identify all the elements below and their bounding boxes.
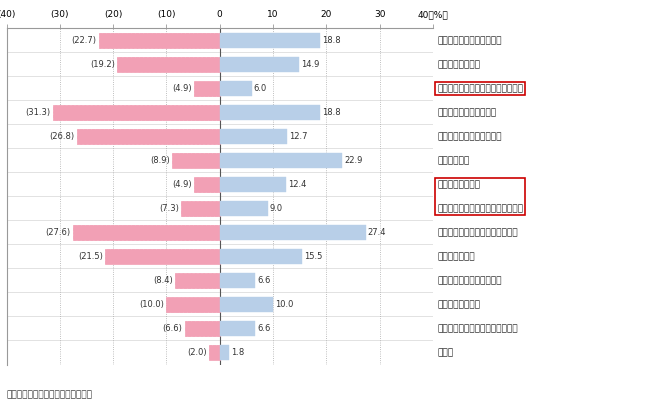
Text: (31.3): (31.3) [25,108,51,117]
Bar [220,81,252,96]
Bar [220,129,287,144]
Text: 10.0: 10.0 [275,300,294,309]
Bar [220,105,320,119]
Bar [220,177,286,192]
Bar [167,297,220,312]
Text: (19.2): (19.2) [90,60,115,69]
Bar [220,321,255,336]
Text: 従業員の確保のための通勤利便性: 従業員の確保のための通勤利便性 [437,228,518,237]
Bar [220,345,229,360]
Bar [220,153,342,168]
Text: 移動（輸送）時間の削減: 移動（輸送）時間の削減 [437,108,497,117]
Text: 12.7: 12.7 [290,132,308,141]
Bar [209,345,220,360]
Bar [220,33,320,47]
Text: 6.6: 6.6 [257,276,270,285]
Text: 賁わい空間の創出: 賁わい空間の創出 [437,180,480,189]
Text: (2.0): (2.0) [187,348,207,357]
Text: 14.9: 14.9 [301,60,320,69]
Text: 資料）国土交通省事業者アンケート: 資料）国土交通省事業者アンケート [7,390,92,399]
Text: 12.4: 12.4 [288,180,307,189]
Bar [220,57,299,72]
Text: 耗震化等の防災性能の向上: 耗震化等の防災性能の向上 [437,276,502,285]
Bar [220,297,273,312]
Bar [117,57,220,72]
Bar [181,201,220,215]
Text: (26.8): (26.8) [49,132,75,141]
Text: (27.6): (27.6) [46,228,70,237]
Bar [220,249,302,264]
Text: (8.4): (8.4) [153,276,173,285]
Text: マーケットの集約（コンパクト化）: マーケットの集約（コンパクト化） [437,84,523,93]
Text: 6.0: 6.0 [254,84,267,93]
Text: 交通混雑の解消: 交通混雑の解消 [437,252,475,261]
Bar [193,81,220,96]
Text: 18.8: 18.8 [322,108,340,117]
Text: 15.5: 15.5 [305,252,323,261]
Text: (6.6): (6.6) [163,324,182,333]
Bar [193,177,220,192]
Text: 多重性（リダンダンシー）の確保: 多重性（リダンダンシー）の確保 [437,324,518,333]
Bar [220,273,255,288]
Text: 9.0: 9.0 [270,204,283,213]
Text: 1.8: 1.8 [232,348,245,357]
Bar [99,33,220,47]
Bar [105,249,220,264]
Bar [53,105,220,119]
Text: マーケットの拡大: マーケットの拡大 [437,60,480,69]
Text: 27.4: 27.4 [368,228,387,237]
Text: (7.3): (7.3) [159,204,178,213]
Text: マーケットへのアクセス性: マーケットへのアクセス性 [437,36,502,45]
Text: 集客しやすさ: 集客しやすさ [437,156,470,165]
Text: (21.5): (21.5) [78,252,103,261]
Text: 移動（輸送）コストの削減: 移動（輸送）コストの削減 [437,132,502,141]
Bar [184,321,220,336]
Bar [175,273,220,288]
Text: 18.8: 18.8 [322,36,340,45]
Bar [220,201,268,215]
Text: 6.6: 6.6 [257,324,270,333]
Text: (4.9): (4.9) [172,180,191,189]
Text: 対面のコミュニケーションの容易さ: 対面のコミュニケーションの容易さ [437,204,523,213]
Text: (4.9): (4.9) [172,84,191,93]
Bar [220,225,366,240]
Text: (22.7): (22.7) [72,36,96,45]
Bar [73,225,220,240]
Text: 被災時の早期復旧: 被災時の早期復旧 [437,300,480,309]
Text: (10.0): (10.0) [139,300,164,309]
Bar [77,129,220,144]
Bar [173,153,220,168]
Text: その他: その他 [437,348,454,357]
Text: (8.9): (8.9) [150,156,170,165]
Text: 22.9: 22.9 [344,156,362,165]
